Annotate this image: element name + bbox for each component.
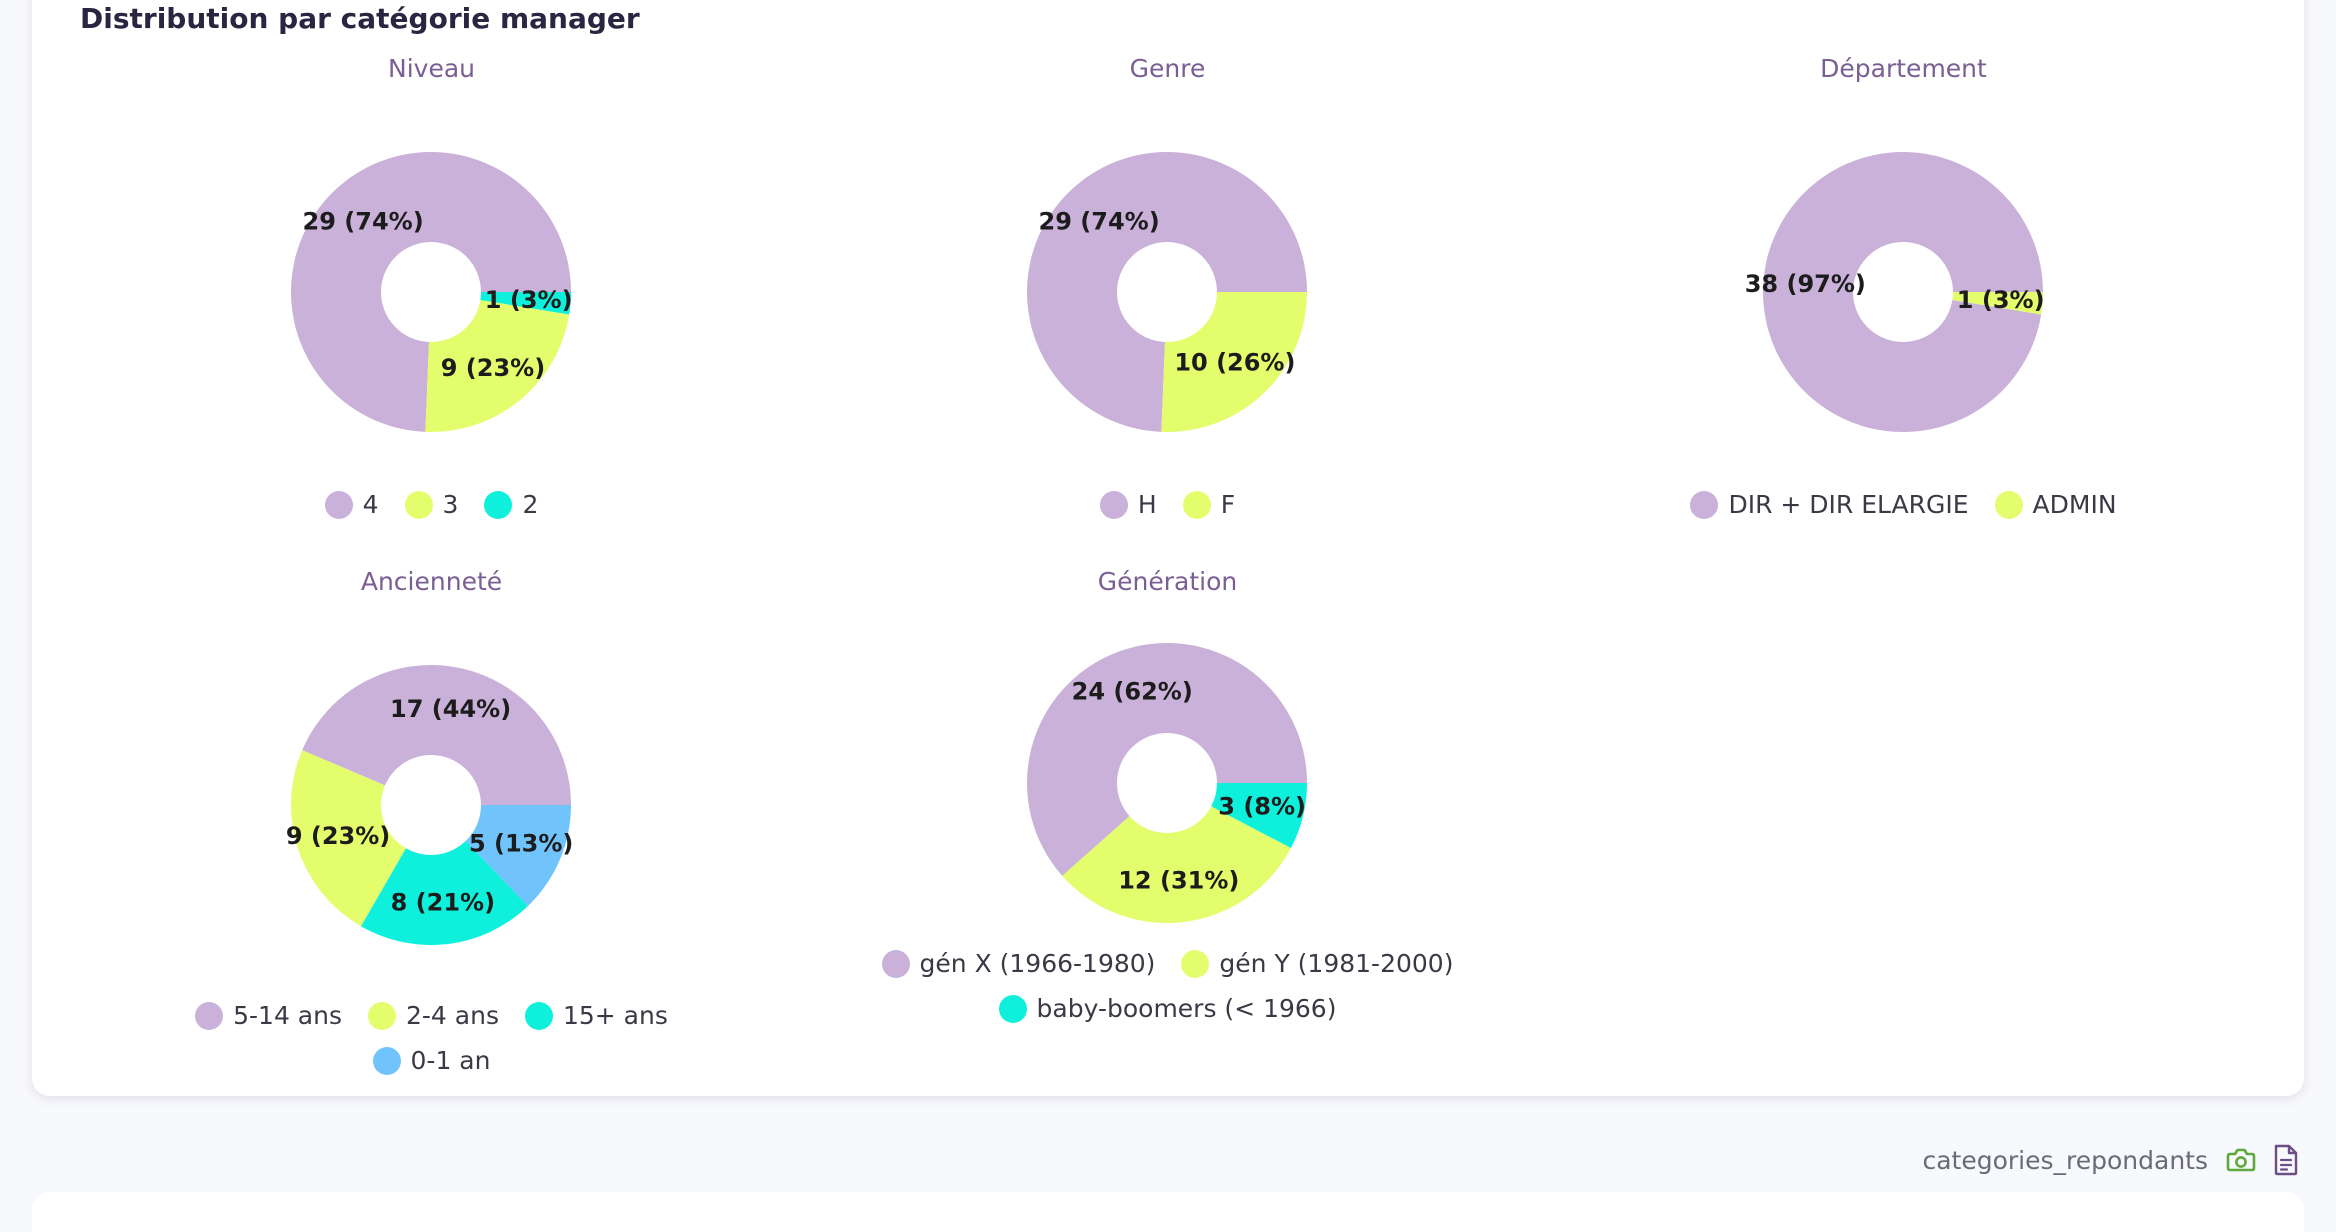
- legend-label: 2-4 ans: [406, 1001, 499, 1030]
- pie-slice-15-ans[interactable]: [361, 841, 528, 945]
- legend-item[interactable]: baby-boomers (< 1966): [998, 994, 1337, 1023]
- legend-label: baby-boomers (< 1966): [1036, 994, 1337, 1023]
- slice-label: 10 (26%): [1174, 349, 1295, 377]
- slice-label: 17 (44%): [390, 695, 511, 723]
- pie-slice-g-n-y-1981-2000[interactable]: [1062, 806, 1291, 923]
- legend-label: gén X (1966-1980): [919, 949, 1156, 978]
- legend-item[interactable]: 5-14 ans: [195, 1001, 342, 1030]
- slice-label: 9 (23%): [441, 354, 545, 382]
- legend-swatch: [1182, 490, 1211, 519]
- legend-label: 5-14 ans: [233, 1001, 342, 1030]
- section-title: Distribution par catégorie manager: [80, 2, 640, 35]
- legend-swatch: [368, 1001, 396, 1030]
- legend-item[interactable]: gén Y (1981-2000): [1181, 949, 1453, 978]
- chart-anciennet: Ancienneté 17 (44%) 9 (23%) 8 (21%) 5 (13%) 5…: [140, 567, 723, 1075]
- legend-item[interactable]: H: [1099, 490, 1157, 519]
- legend-swatch: [324, 490, 353, 519]
- chart-legend: 5-14 ans 2-4 ans 15+ ans 0-1 an: [140, 1001, 723, 1075]
- legend-swatch: [1994, 490, 2023, 519]
- legend-swatch: [881, 949, 910, 978]
- donut-chart: 29 (74%) 9 (23%) 1 (3%): [291, 152, 573, 433]
- pie-slice-baby-boomers-1966[interactable]: [1211, 783, 1307, 849]
- camera-icon[interactable]: [2226, 1146, 2256, 1178]
- slice-label: 29 (74%): [1039, 207, 1160, 235]
- chart-title: Département: [1820, 54, 1987, 83]
- chart-title: Niveau: [388, 54, 475, 83]
- pie-slice-admin[interactable]: [1952, 292, 2043, 315]
- donut-chart: 29 (74%) 10 (26%): [1027, 152, 1307, 433]
- slice-label: 38 (97%): [1745, 270, 1866, 298]
- pie-slice-f[interactable]: [1161, 292, 1307, 433]
- slice-label: 24 (62%): [1072, 677, 1193, 705]
- chart-title: Génération: [1097, 567, 1238, 596]
- legend-label: ADMIN: [2032, 490, 2117, 519]
- legend-item[interactable]: 2-4 ans: [368, 1001, 499, 1030]
- legend-swatch: [195, 1001, 224, 1030]
- legend-label: 2: [522, 490, 539, 519]
- donut-chart: 24 (62%) 12 (31%) 3 (8%): [1027, 643, 1307, 923]
- pie-slice-h[interactable]: [1027, 152, 1307, 432]
- slice-label: 1 (3%): [1957, 286, 2045, 314]
- legend-swatch: [1690, 490, 1719, 519]
- document-icon[interactable]: [2273, 1144, 2299, 1180]
- next-card: [32, 1192, 2304, 1232]
- donut-chart: 17 (44%) 9 (23%) 8 (21%) 5 (13%): [286, 665, 573, 945]
- chart-d-partement: Département 38 (97%) 1 (3%) DIR + DIR ELARG…: [1612, 54, 2195, 519]
- slice-label: 29 (74%): [303, 207, 424, 235]
- legend-item[interactable]: DIR + DIR ELARGIE: [1690, 490, 1969, 519]
- slice-label: 3 (8%): [1218, 792, 1306, 820]
- pie-slice-3[interactable]: [425, 300, 570, 433]
- chart-legend: DIR + DIR ELARGIE ADMIN: [1612, 490, 2195, 519]
- legend-label: gén Y (1981-2000): [1219, 949, 1454, 978]
- dataset-name: categories_repondants: [1922, 1146, 2208, 1175]
- chart-legend: gén X (1966-1980) gén Y (1981-2000) baby-b…: [836, 949, 1499, 1023]
- legend-swatch: [372, 1046, 401, 1075]
- legend-swatch: [524, 1001, 553, 1030]
- pie-slice-0-1-an[interactable]: [465, 805, 571, 906]
- legend-label: F: [1220, 490, 1236, 519]
- pie-slice-5-14-ans[interactable]: [302, 665, 571, 805]
- legend-item[interactable]: 2: [484, 490, 538, 519]
- chart-title: Genre: [1129, 54, 1206, 83]
- chart-niveau: Niveau 29 (74%) 9 (23%) 1 (3%) 4 3 2: [140, 54, 723, 519]
- legend-item[interactable]: 0-1 an: [372, 1046, 491, 1075]
- legend-swatch: [1099, 490, 1128, 519]
- slice-label: 1 (3%): [485, 286, 573, 314]
- legend-label: DIR + DIR ELARGIE: [1728, 490, 1969, 519]
- legend-swatch: [1181, 949, 1210, 978]
- legend-item[interactable]: 4: [324, 490, 379, 519]
- legend-label: H: [1137, 490, 1157, 519]
- pie-slice-2[interactable]: [480, 292, 571, 315]
- legend-label: 3: [442, 490, 459, 519]
- legend-item[interactable]: 15+ ans: [524, 1001, 668, 1030]
- legend-label: 15+ ans: [562, 1001, 668, 1030]
- slice-label: 5 (13%): [469, 829, 573, 857]
- chart-legend: 4 3 2: [140, 490, 723, 519]
- pie-slice-dir-dir-elargie[interactable]: [1763, 152, 2043, 433]
- chart-genre: Genre 29 (74%) 10 (26%) H F: [876, 54, 1459, 519]
- legend-swatch: [484, 490, 513, 519]
- pie-slice-2-4-ans[interactable]: [291, 750, 406, 927]
- pie-slice-4[interactable]: [291, 152, 571, 432]
- legend-swatch: [998, 994, 1027, 1023]
- legend-item[interactable]: F: [1182, 490, 1236, 519]
- slice-label: 12 (31%): [1118, 866, 1239, 894]
- slice-label: 9 (23%): [286, 822, 390, 850]
- legend-label: 4: [362, 490, 379, 519]
- donut-chart: 38 (97%) 1 (3%): [1745, 152, 2045, 433]
- legend-item[interactable]: gén X (1966-1980): [881, 949, 1156, 978]
- legend-label: 0-1 an: [410, 1046, 491, 1075]
- chart-title: Ancienneté: [360, 567, 503, 596]
- legend-swatch: [404, 490, 433, 519]
- legend-item[interactable]: 3: [404, 490, 459, 519]
- legend-item[interactable]: ADMIN: [1994, 490, 2117, 519]
- slice-label: 8 (21%): [391, 888, 495, 916]
- pie-slice-g-n-x-1966-1980[interactable]: [1027, 643, 1307, 876]
- chart-g-n-ration: Génération 24 (62%) 12 (31%) 3 (8%) gén X (1…: [876, 567, 1459, 1023]
